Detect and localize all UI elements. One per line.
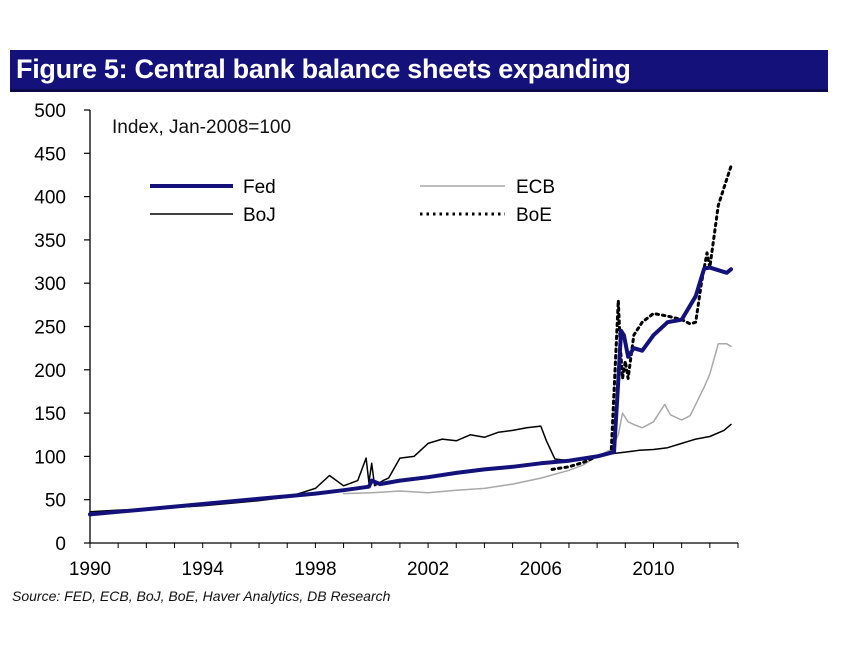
x-tick-label: 1998	[294, 559, 336, 580]
chart-annotation: Index, Jan-2008=100	[112, 117, 291, 138]
series-line-boe	[550, 164, 733, 471]
chart-legend: Fed ECB BoJ BoE	[150, 177, 555, 226]
y-tick-label: 500	[34, 101, 66, 122]
legend-label-fed: Fed	[243, 177, 276, 198]
y-tick-label: 250	[34, 318, 66, 339]
series-line-ecb	[342, 343, 732, 495]
figure-title: Figure 5: Central bank balance sheets ex…	[16, 54, 631, 84]
x-tick-label: 2006	[520, 559, 562, 580]
legend-label-ecb: ECB	[516, 177, 555, 198]
y-tick-label: 300	[34, 274, 66, 295]
y-tick-label: 450	[34, 144, 66, 165]
x-tick-label: 2002	[407, 559, 449, 580]
x-tick-label: 1994	[182, 559, 225, 580]
series-line-fed	[88, 265, 733, 517]
series-line-boj	[89, 423, 732, 513]
title-bar: Figure 5: Central bank balance sheets ex…	[10, 50, 828, 92]
y-tick-label: 400	[34, 188, 66, 209]
y-tick-label: 200	[34, 361, 66, 382]
y-tick-label: 100	[34, 447, 66, 468]
chart-axes: 0 50 100 150 200 250 300 350 400 450 500 1990 1994 19…	[34, 101, 739, 580]
source-note: Source: FED, ECB, BoJ, BoE, Haver Analyt…	[12, 588, 391, 604]
chart-series	[88, 164, 733, 517]
y-tick-label: 50	[45, 491, 66, 512]
y-tick-label: 0	[55, 534, 66, 555]
y-tick-label: 350	[34, 231, 66, 252]
legend-label-boj: BoJ	[243, 205, 276, 226]
legend-label-boe: BoE	[516, 205, 552, 226]
y-tick-label: 150	[34, 404, 66, 425]
x-tick-label: 1990	[69, 559, 111, 580]
x-tick-label: 2010	[632, 559, 674, 580]
